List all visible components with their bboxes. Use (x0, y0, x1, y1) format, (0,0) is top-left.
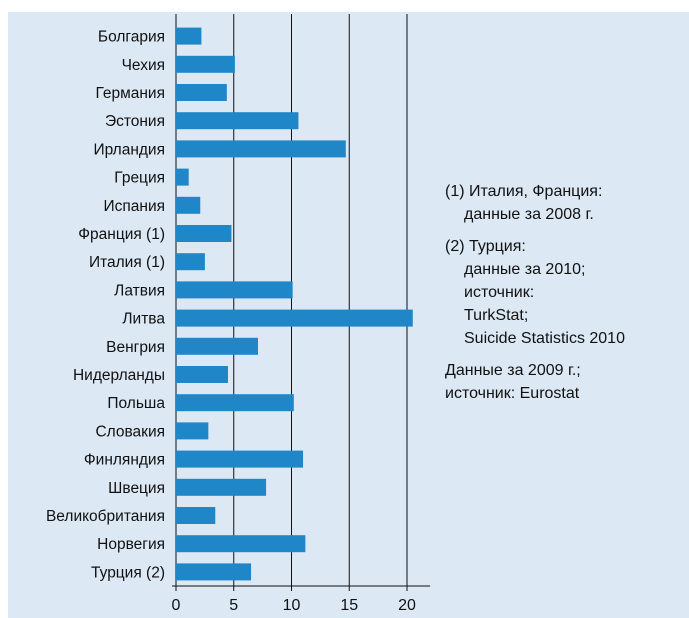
bar-18 (176, 507, 216, 524)
category-label-17: Швеция (108, 480, 165, 497)
bar-11 (176, 309, 413, 327)
category-label-1: Болгария (98, 29, 165, 46)
bar-6 (176, 168, 189, 186)
category-label-7: Испания (103, 198, 165, 215)
category-label-16: Финляндия (84, 452, 165, 469)
category-label-8: Франция (1) (78, 226, 165, 243)
category-label-4: Эстония (105, 113, 165, 130)
category-labels: Болгария Чехия Германия Эстония Ирландия Грец… (46, 29, 165, 582)
footnote-2: (2) Турция: данные за 2010; источник: Tu… (445, 235, 685, 350)
footnote-3: Данные за 2009 г.; источник: Eurostat (445, 359, 685, 405)
x-tick-label-15: 15 (340, 597, 358, 614)
footnote-2-line-2: данные за 2010; (464, 261, 586, 278)
bar-7 (176, 196, 201, 214)
top-margin (0, 0, 689, 12)
bar-16 (176, 450, 304, 468)
bar-9 (176, 253, 205, 271)
x-tick-label-0: 0 (172, 597, 181, 614)
chart-panel (8, 0, 689, 618)
category-label-15: Словакия (95, 423, 165, 440)
bar-12 (176, 337, 259, 355)
category-label-9: Италия (1) (89, 254, 165, 271)
bar-1 (176, 27, 202, 45)
category-label-19: Норвегия (97, 536, 165, 553)
category-label-14: Польша (107, 395, 165, 412)
category-label-3: Германия (96, 85, 166, 102)
category-label-10: Латвия (114, 282, 165, 299)
footnote-1-line-2: данные за 2008 г. (464, 206, 594, 223)
x-tick-label-20: 20 (398, 597, 416, 614)
bar-3 (176, 84, 227, 101)
bar-10 (176, 281, 293, 299)
bars-layer (176, 27, 413, 581)
footnote-2-line-4: TurkStat; (464, 307, 529, 324)
bar-20 (176, 563, 252, 581)
category-label-20: Турция (2) (91, 564, 165, 581)
bar-19 (176, 535, 306, 553)
x-tick-label-5: 5 (229, 597, 238, 614)
bar-2 (176, 55, 235, 73)
footnote-1-line-1: (1) Италия, Франция: (445, 183, 603, 200)
category-label-5: Ирландия (93, 141, 165, 158)
footnote-2-line-5: Suicide Statistics 2010 (464, 330, 625, 347)
bar-8 (176, 225, 232, 242)
bar-5 (176, 140, 346, 158)
x-tick-label-10: 10 (283, 597, 301, 614)
category-label-12: Венгрия (106, 339, 165, 356)
bar-13 (176, 366, 228, 383)
category-label-2: Чехия (122, 57, 165, 74)
footnotes: (1) Италия, Франция: данные за 2008 г. (… (445, 180, 685, 414)
bar-15 (176, 422, 209, 440)
category-label-18: Великобритания (46, 508, 165, 525)
footnote-3-line-2: источник: Eurostat (445, 385, 580, 402)
category-label-6: Греция (114, 170, 165, 187)
footnote-2-line-3: источник: (464, 284, 535, 301)
footnote-2-line-1: (2) Турция: (445, 238, 526, 255)
footnote-3-line-1: Данные за 2009 г.; (445, 362, 581, 379)
x-axis: 0 5 10 15 20 (172, 585, 431, 614)
category-label-11: Литва (122, 311, 165, 328)
footnote-1: (1) Италия, Франция: данные за 2008 г. (445, 180, 685, 226)
category-label-13: Нидерланды (73, 367, 165, 384)
bar-14 (176, 394, 294, 412)
bar-4 (176, 112, 299, 130)
bar-17 (176, 478, 267, 496)
